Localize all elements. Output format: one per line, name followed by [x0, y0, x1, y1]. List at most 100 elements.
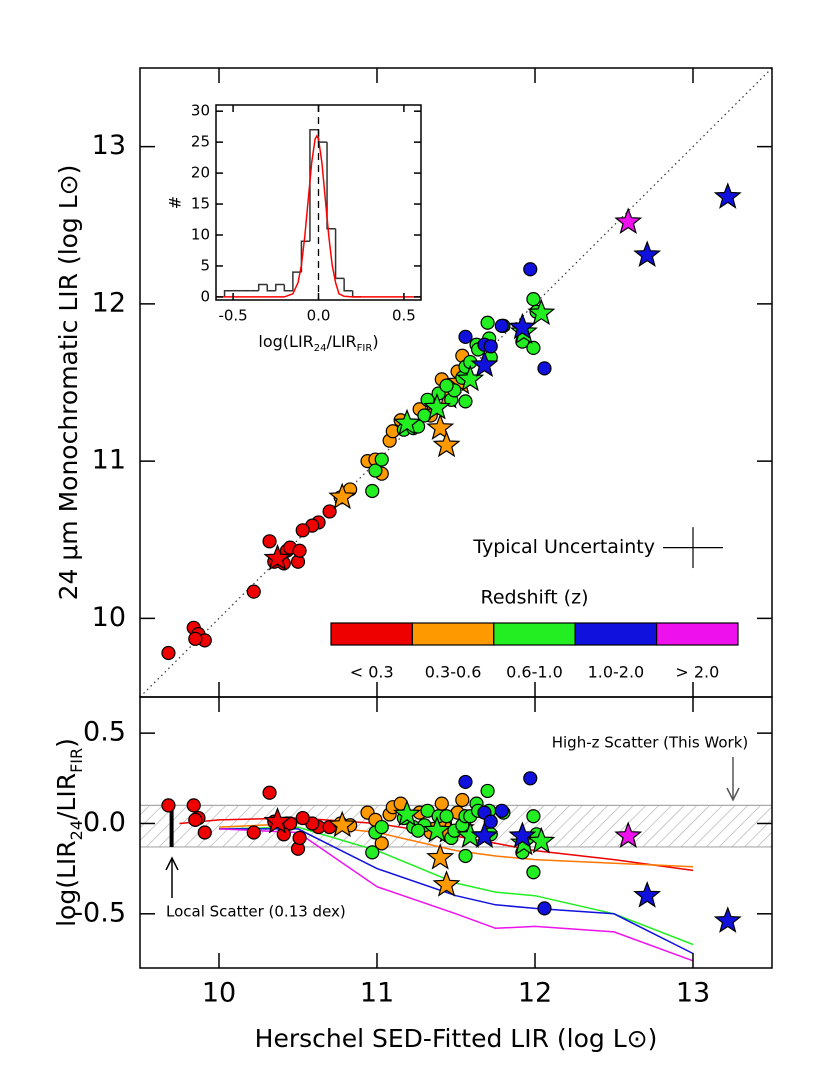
star-point	[426, 413, 455, 440]
star-point	[423, 816, 451, 843]
inset-x-title-part: 24	[314, 343, 327, 354]
y-axis-title-part: log(LIR	[52, 840, 81, 927]
x-tick-label: 12	[518, 978, 552, 1009]
y-tick-label: 25	[191, 133, 210, 151]
star-point	[432, 870, 461, 897]
star-point	[426, 843, 455, 870]
circle-point	[458, 329, 473, 344]
inset-y-title: #	[166, 196, 185, 209]
uncertainty-label: Typical Uncertainty	[472, 536, 655, 558]
circle-point	[197, 825, 212, 840]
x-tick-label: -0.5	[218, 307, 247, 325]
star-point	[470, 821, 499, 848]
star-point	[393, 408, 421, 436]
star-point	[432, 430, 461, 458]
y-tick-label: 20	[191, 164, 210, 182]
circle-point	[188, 812, 203, 827]
star-point	[328, 810, 357, 838]
circle-point	[186, 798, 201, 813]
circle-point	[455, 792, 470, 808]
circle-point	[494, 803, 509, 818]
circle-point	[365, 845, 380, 860]
model-line	[218, 826, 694, 946]
circle-point	[480, 783, 495, 799]
colorbar-label: < 0.3	[350, 663, 394, 682]
annotation-arrowhead	[726, 787, 740, 802]
star-point	[456, 364, 485, 392]
annotation-arrowhead	[165, 856, 179, 871]
colorbar-segment	[493, 622, 576, 646]
model-line	[219, 828, 694, 955]
histogram-step	[334, 228, 345, 280]
histogram-step	[266, 284, 276, 292]
inset-x-title-part: /LIR	[327, 332, 357, 351]
star-point	[508, 312, 537, 340]
gaussian-fit	[216, 134, 421, 298]
circle-point	[537, 361, 552, 376]
star-point	[470, 350, 499, 378]
circle-point	[368, 463, 383, 478]
histogram-step	[343, 278, 353, 292]
star-point	[633, 240, 662, 267]
colorbar-label: 0.6-1.0	[506, 663, 563, 682]
star-point	[423, 393, 451, 420]
y-tick-label: 0	[200, 287, 210, 305]
y-tick-label: 10	[92, 602, 126, 633]
star-point	[527, 298, 556, 326]
star-point	[614, 821, 643, 848]
y-tick-label: 0.5	[83, 717, 126, 748]
y-axis-title: 24 μm Monochromatic LIR (log L⊙)	[54, 165, 83, 601]
circle-point	[161, 798, 176, 813]
colorbar-label: 0.3-0.6	[425, 663, 482, 682]
inset-x-title-part: )	[372, 332, 378, 351]
x-tick-label: 0.0	[307, 307, 331, 325]
circle-point	[480, 315, 495, 330]
x-tick-label: 0.5	[392, 307, 416, 325]
y-tick-label: 11	[92, 445, 126, 476]
circle-point	[526, 292, 541, 307]
histogram-step	[275, 283, 285, 291]
y-tick-label: 12	[92, 287, 126, 318]
histogram-step	[283, 284, 293, 292]
circle-point	[374, 452, 389, 467]
circle-point	[188, 631, 203, 646]
star-point	[508, 821, 537, 848]
circle-point	[161, 645, 176, 661]
y-tick-label: 13	[92, 130, 126, 161]
circle-point	[523, 262, 538, 277]
colorbar-label: 1.0-2.0	[588, 663, 645, 682]
colorbar-segment	[330, 622, 414, 646]
annotation: High-z Scatter (This Work)	[552, 734, 749, 752]
circle-point	[458, 848, 473, 864]
y-axis-title-part: FIR	[67, 748, 86, 773]
circle-point	[374, 836, 389, 851]
circle-point	[295, 523, 310, 538]
y-tick-label: 30	[191, 102, 210, 120]
circle-point	[365, 483, 380, 499]
star-point	[328, 482, 357, 510]
circle-point	[526, 340, 541, 356]
circle-point	[483, 814, 498, 829]
star-point	[614, 207, 643, 234]
y-axis-title: log(LIR24/LIRFIR)	[52, 738, 86, 927]
circle-point	[292, 543, 307, 558]
model-line	[218, 828, 694, 962]
x-tick-label: 13	[676, 978, 710, 1009]
x-tick-label: 10	[202, 978, 236, 1009]
histogram-step	[326, 142, 336, 230]
circle-point	[292, 830, 307, 846]
star-point	[263, 543, 292, 571]
y-tick-label: 0.0	[83, 807, 126, 838]
circle-point	[322, 504, 337, 519]
plot-frame	[139, 696, 773, 969]
inset-x-title: log(LIR24/LIRFIR)	[258, 332, 378, 354]
histogram-step	[223, 289, 234, 297]
circle-point	[262, 785, 277, 800]
y-tick-label: 10	[191, 226, 210, 244]
circle-point	[526, 865, 541, 880]
y-axis-title-part: 24	[67, 820, 86, 840]
colorbar-segment	[655, 622, 739, 646]
circle-point	[374, 819, 389, 835]
